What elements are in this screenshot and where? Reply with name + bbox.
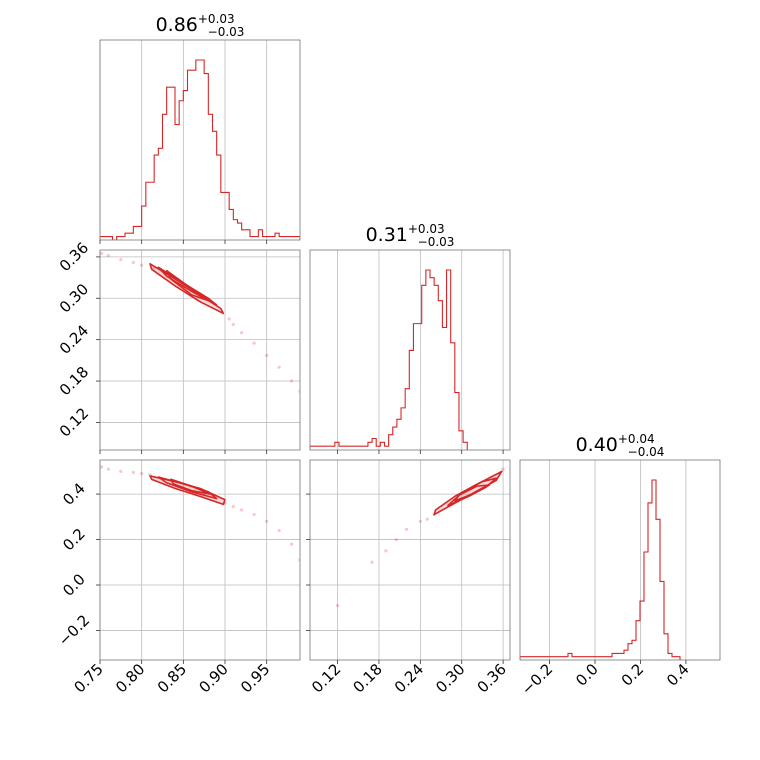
sample-point: [277, 365, 281, 369]
param-2-summary: 0.31+0.03 −0.03: [366, 222, 455, 249]
contour-level-3: [454, 484, 491, 502]
sample-point: [100, 251, 104, 256]
histogram-2: [310, 269, 468, 450]
sample-point: [335, 603, 340, 608]
sample-point: [227, 317, 231, 321]
sample-point: [252, 341, 256, 345]
histogram-3: [520, 479, 681, 660]
sample-point: [106, 467, 110, 471]
pair-panel-content: [335, 467, 505, 608]
sample-point: [501, 467, 505, 471]
sample-point: [265, 519, 269, 523]
histogram-1: [100, 59, 300, 240]
pair-panel-content: [100, 251, 300, 393]
sample-point: [131, 470, 135, 475]
param-1-summary: 0.86+0.03 −0.03: [156, 12, 245, 39]
sample-point: [252, 512, 256, 517]
sample-point: [140, 263, 144, 267]
histogram-panel-1: [99, 39, 301, 241]
sample-point: [370, 560, 374, 564]
sample-point: [265, 353, 269, 358]
sample-point: [231, 504, 235, 509]
sample-point: [240, 508, 244, 512]
pair-panel-frame: [309, 459, 511, 661]
sample-point: [384, 549, 388, 553]
sample-point: [231, 322, 235, 327]
sample-point: [240, 331, 244, 335]
pair-panel-frame: [99, 459, 301, 661]
sample-point: [404, 527, 409, 531]
sample-point: [100, 465, 104, 469]
sample-point: [394, 537, 398, 542]
sample-point: [119, 258, 123, 262]
sample-point: [119, 469, 123, 473]
sample-point: [140, 472, 144, 476]
param-3-summary: 0.40+0.04 −0.04: [576, 432, 665, 459]
sample-point: [425, 517, 429, 521]
sample-point: [290, 379, 294, 383]
sample-point: [106, 253, 110, 258]
contour-level-3: [165, 269, 213, 303]
sample-point: [418, 519, 422, 523]
histogram-panel-3: [519, 459, 721, 661]
pair-panel-frame: [99, 249, 301, 451]
sample-point: [131, 260, 135, 265]
sample-point: [290, 542, 294, 546]
contour-level-3: [170, 478, 211, 495]
pair-panel-content: [100, 465, 300, 562]
sample-point: [277, 528, 281, 533]
histogram-panel-2: [309, 249, 511, 451]
